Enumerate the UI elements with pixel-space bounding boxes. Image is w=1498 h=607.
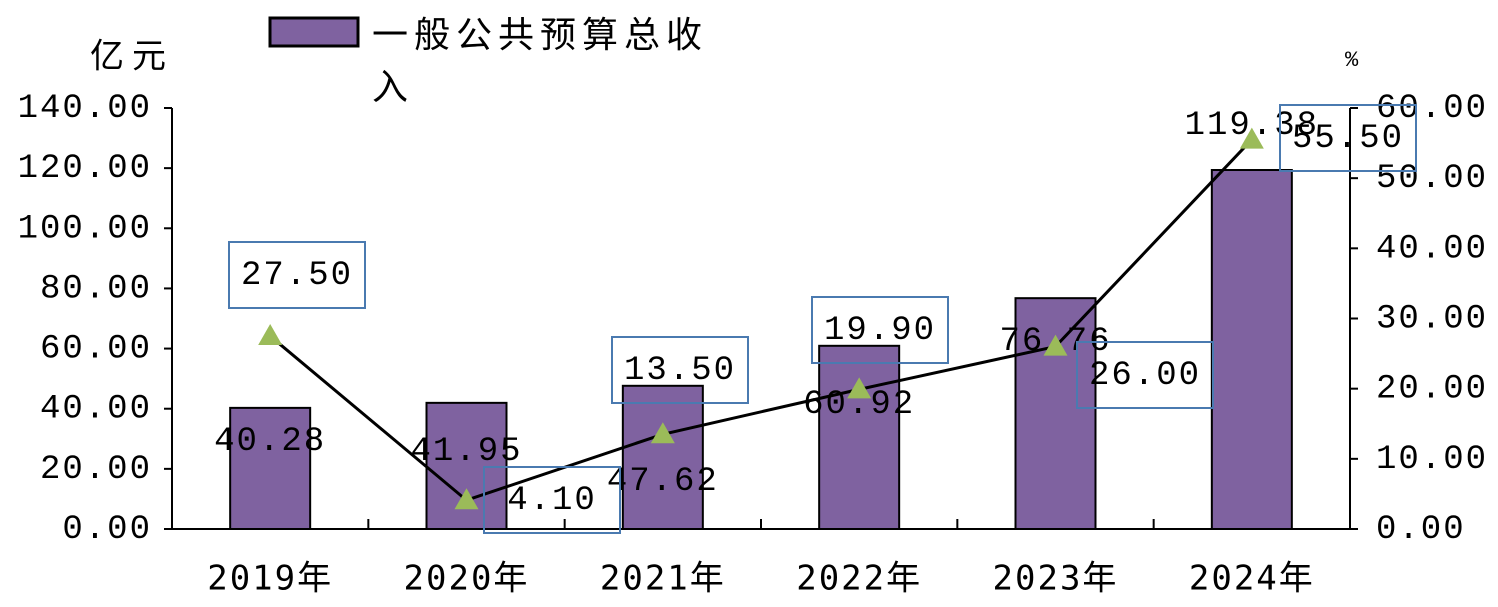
line-value-label: 27.50 [241,257,353,295]
y2-tick-label: 60.00 [1376,90,1488,128]
y2-tick-label: 30.00 [1376,300,1488,338]
line-value-label: 13.50 [624,352,736,390]
line-marker [258,324,283,346]
bar [621,384,704,531]
bar [1210,169,1293,530]
y2-axis-label: % [1345,48,1360,73]
y-tick-label: 120.00 [18,150,152,188]
value-label-box [811,296,949,364]
y2-tick-label: 0.00 [1376,511,1466,549]
legend-swatch [268,16,360,48]
line-marker [847,377,872,399]
y-tick-label: 80.00 [40,270,152,308]
line-marker [1239,127,1264,149]
x-tick-label: 2023年 [993,559,1119,599]
y2-tick-label: 50.00 [1376,160,1488,198]
line-marker [454,488,479,510]
legend-label: 一般公共预算总收入 [372,15,709,108]
value-label-box [1076,341,1214,409]
bar [818,344,901,531]
bar-value-label: 40.28 [214,423,326,461]
y-tick-label: 100.00 [18,210,152,248]
line-value-label: 55.50 [1292,120,1404,158]
bar [229,406,312,530]
line-marker [650,422,675,444]
line-value-label: 4.10 [507,482,597,520]
y-tick-label: 40.00 [40,391,152,429]
value-label-box [228,241,366,309]
bar-value-label: 41.95 [410,433,522,471]
x-tick-label: 2019年 [207,559,333,599]
x-tick-label: 2022年 [796,559,922,599]
line [269,138,1253,502]
x-tick-label: 2024年 [1189,559,1315,599]
value-label-box [483,466,621,534]
y2-tick-label: 20.00 [1376,371,1488,409]
x-tick-label: 2021年 [600,559,726,599]
y-tick-label: 20.00 [40,451,152,489]
value-label-box [611,336,749,404]
value-label-box [1279,104,1417,172]
x-tick-label: 2020年 [404,559,530,599]
y-tick-label: 60.00 [40,331,152,369]
bar [425,401,508,531]
y-tick-label: 0.00 [62,511,152,549]
line-value-label: 26.00 [1089,357,1201,395]
line-marker [1043,334,1068,356]
y-axis-label: 亿元 [90,37,174,77]
y2-tick-label: 40.00 [1376,230,1488,268]
y-tick-label: 140.00 [18,90,152,128]
line-value-label: 19.90 [824,312,936,350]
bar-value-label: 47.62 [607,463,719,501]
y2-tick-label: 10.00 [1376,441,1488,479]
